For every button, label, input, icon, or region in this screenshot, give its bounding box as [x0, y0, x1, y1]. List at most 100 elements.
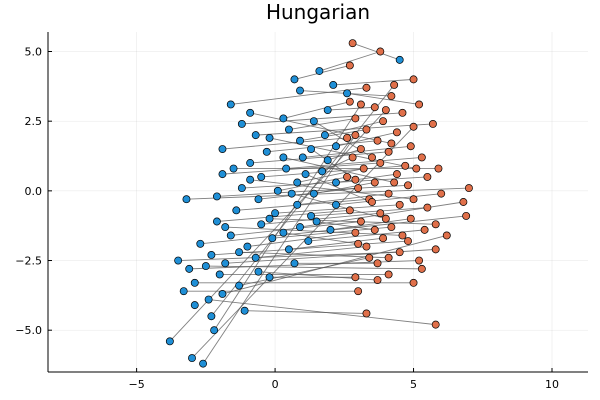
blue-point [232, 206, 241, 215]
y-tick-label: −5.0 [15, 324, 42, 337]
blue-point [212, 192, 221, 201]
orange-point [404, 181, 412, 190]
blue-point [251, 131, 260, 140]
orange-point [406, 142, 415, 151]
y-tick-label: −2.5 [15, 255, 42, 268]
orange-point [420, 225, 429, 234]
matching-line [266, 140, 378, 153]
orange-point [373, 259, 382, 268]
orange-point [409, 278, 418, 287]
blue-point [226, 100, 235, 109]
matching-line [297, 168, 364, 183]
orange-point [348, 153, 357, 162]
matching-line [230, 221, 361, 236]
orange-point [362, 125, 371, 134]
orange-point [437, 189, 446, 198]
matching-line [222, 137, 348, 150]
orange-point [356, 100, 365, 109]
blue-point [210, 326, 219, 335]
blue-point [298, 153, 307, 162]
blue-point [229, 164, 238, 173]
blue-point [265, 273, 274, 282]
blue-point [185, 264, 194, 273]
orange-point [431, 220, 440, 229]
blue-point [182, 195, 191, 204]
blue-point [190, 278, 199, 287]
orange-point [415, 256, 424, 265]
orange-point [376, 159, 385, 167]
matching-line [352, 42, 400, 61]
orange-point [387, 92, 396, 101]
blue-point [293, 200, 302, 209]
matching-line [222, 235, 447, 295]
orange-point [348, 39, 357, 48]
blue-point [279, 228, 288, 237]
matching-line [213, 104, 362, 331]
blue-point [312, 217, 321, 226]
axis-layer: −5 0 5 10 −5.0 −2.5 0.0 2.5 5.0 [15, 32, 588, 391]
blue-point [174, 256, 183, 265]
matching-line [269, 137, 417, 169]
blue-point [215, 270, 224, 279]
matching-line [258, 271, 378, 281]
orange-point [351, 273, 360, 282]
matching-line [288, 117, 356, 130]
orange-point [370, 178, 379, 187]
x-tick-label: −5 [129, 378, 145, 391]
blue-point [395, 55, 404, 64]
blue-point [262, 147, 271, 156]
orange-point [417, 153, 426, 162]
blue-point [296, 86, 304, 95]
blue-point [165, 337, 174, 346]
blue-point [207, 251, 216, 259]
blue-point [284, 125, 293, 134]
blue-point [296, 223, 304, 232]
blue-point [271, 209, 280, 218]
chart-title: Hungarian [266, 0, 370, 24]
orange-point [359, 164, 368, 173]
blue-point [290, 259, 299, 268]
matching-line [241, 112, 403, 125]
orange-point [384, 270, 393, 279]
orange-point [409, 122, 418, 131]
blue-point [257, 172, 266, 181]
blue-point [323, 106, 332, 114]
blue-point [226, 231, 235, 240]
blue-point [268, 234, 277, 243]
orange-point [395, 248, 404, 257]
blue-point [235, 248, 244, 257]
orange-point [354, 287, 363, 296]
orange-point [354, 239, 363, 248]
orange-point [362, 83, 371, 92]
x-tick-label: 10 [545, 378, 559, 391]
blue-point [307, 145, 316, 153]
matching-line [250, 151, 389, 164]
orange-point [434, 164, 443, 173]
orange-point [390, 178, 399, 187]
matching-line [335, 193, 442, 206]
matching-line [202, 134, 356, 364]
orange-point [370, 225, 379, 234]
matching-line [261, 165, 406, 178]
blue-point [237, 184, 246, 193]
orange-point [409, 75, 418, 84]
orange-point [356, 145, 365, 153]
orange-point [459, 198, 468, 206]
orange-point [392, 128, 401, 137]
blue-point [243, 242, 252, 251]
orange-point [356, 217, 365, 226]
blue-point [309, 117, 318, 126]
orange-point [362, 242, 371, 251]
orange-point [442, 231, 451, 240]
matching-line [335, 173, 397, 183]
blue-point [290, 75, 299, 84]
matching-line [238, 257, 370, 287]
blue-point [332, 178, 340, 187]
orange-point [384, 147, 393, 156]
orange-point [398, 108, 407, 117]
orange-point [379, 117, 388, 126]
orange-point [417, 264, 426, 273]
orange-point [373, 136, 382, 145]
orange-point [351, 131, 360, 140]
y-tick-label: 2.5 [25, 115, 43, 128]
